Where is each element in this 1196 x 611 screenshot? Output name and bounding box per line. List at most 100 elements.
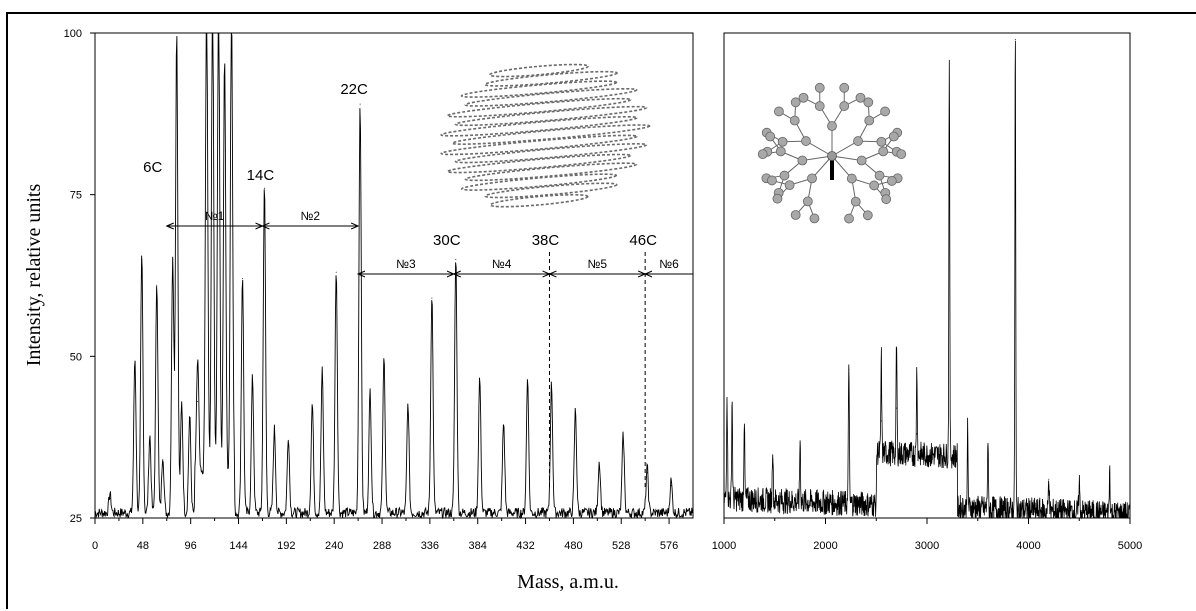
left-peak-marker — [212, 32, 214, 34]
y-tick-label: 75 — [70, 190, 82, 202]
left-peak-marker — [263, 187, 265, 189]
interval-annotations: №1 №2 №3 №4 №5 №6 6C 14C 22C 30C 38C 46C — [143, 81, 693, 490]
molecule-atom — [855, 92, 866, 103]
left-peak-marker — [321, 375, 323, 377]
left-peak-marker — [273, 433, 275, 435]
left-peak-marker — [109, 498, 111, 500]
molecule-atom — [779, 170, 790, 181]
molecule-atom — [846, 173, 857, 184]
molecule-atom — [765, 131, 776, 142]
peak-label: 14C — [247, 167, 275, 184]
peak-label: 6C — [143, 159, 162, 176]
left-peak-marker — [197, 401, 199, 403]
right-peak-marker — [743, 433, 745, 435]
x-tick-label: 192 — [277, 540, 295, 552]
spiral-strand — [489, 63, 590, 78]
molecule-atom — [876, 136, 887, 147]
molecule-atom — [767, 175, 777, 186]
right-peak-marker — [1078, 485, 1080, 487]
interval-label: №1 — [205, 209, 225, 223]
molecule-atom — [801, 136, 811, 146]
molecule-atom — [850, 196, 861, 207]
left-peak-marker — [242, 278, 244, 280]
left-peak-marker — [224, 97, 226, 99]
left-peak-marker — [670, 485, 672, 487]
x-tick-label: 576 — [660, 540, 678, 552]
left-peak-marker — [359, 103, 361, 105]
left-peak-marker — [431, 297, 433, 299]
peak-label: 46C — [629, 232, 657, 249]
branched-tree-molecule-icon — [757, 82, 907, 224]
left-spectrum-line — [94, 32, 693, 520]
left-peak-marker — [189, 420, 191, 422]
molecule-core — [827, 151, 837, 161]
left-peak-marker — [231, 45, 233, 47]
x-tick-label: 144 — [229, 540, 247, 552]
molecule-atom — [757, 149, 768, 159]
molecule-atom — [886, 176, 897, 186]
molecule-bond — [802, 155, 833, 161]
left-peak-marker — [162, 459, 164, 461]
spiral-ball-cluster-icon — [440, 63, 651, 208]
x-tick-label: 240 — [325, 540, 343, 552]
molecule-atom — [839, 101, 850, 111]
molecule-atom — [814, 82, 825, 93]
interval-label: №3 — [396, 257, 416, 271]
right-spectrum-trace — [723, 38, 1131, 520]
interval-label: №4 — [492, 257, 512, 271]
peak-label: 22C — [340, 81, 368, 98]
molecule-atom — [790, 210, 801, 220]
left-peak-marker — [134, 362, 136, 364]
molecule-atom — [807, 173, 817, 184]
molecule-atom — [789, 115, 800, 126]
right-peak-marker — [987, 446, 989, 448]
left-peak-marker — [646, 472, 648, 474]
x-tick-label: 2000 — [813, 540, 837, 552]
spiral-strand — [454, 105, 648, 127]
molecule-bond — [831, 155, 862, 161]
left-peak-marker — [206, 32, 208, 34]
right-peak-marker — [1014, 38, 1016, 40]
molecule-atom — [839, 82, 850, 93]
molecule-atom — [772, 193, 783, 204]
molecule-atom — [774, 106, 784, 117]
x-tick-label: 384 — [469, 540, 487, 552]
molecule-bond — [811, 155, 833, 179]
right-peak-marker — [967, 439, 969, 441]
molecule-atom — [784, 180, 795, 190]
x-tick-label: 3000 — [915, 540, 939, 552]
molecule-atom — [888, 131, 899, 142]
left-peak-marker — [149, 439, 151, 441]
right-peak-marker — [948, 110, 950, 112]
spiral-strand — [460, 80, 618, 98]
molecule-atom — [874, 170, 885, 181]
left-peak-marker — [251, 381, 253, 383]
molecule-atom — [777, 136, 788, 147]
right-peak-marker — [848, 368, 850, 370]
x-tick-label: 48 — [137, 540, 149, 552]
left-peak-marker — [407, 407, 409, 409]
spiral-strand — [440, 134, 638, 156]
left-peak-marker — [172, 258, 174, 260]
molecule-atom — [798, 92, 809, 103]
axis-ticks: 0 48 96 144 192 240 288 336 384 432 480 528 576 25 50 7… — [64, 28, 1143, 552]
molecule-atom — [881, 194, 892, 205]
molecule-atom — [844, 213, 854, 224]
right-peak-marker — [916, 433, 918, 435]
molecule-bond — [805, 140, 833, 157]
left-peak-marker — [622, 439, 624, 441]
molecule-bond — [831, 155, 853, 179]
left-peak-marker — [218, 32, 220, 34]
interval-label: №5 — [588, 257, 608, 271]
left-plot-frame — [94, 32, 694, 519]
molecule-atom — [802, 196, 813, 207]
molecule-atom — [863, 97, 874, 108]
molecule-atom — [869, 180, 880, 191]
molecule-atom — [853, 136, 863, 146]
left-peak-marker — [479, 381, 481, 383]
spiral-strand — [440, 115, 638, 137]
left-peak-marker — [141, 258, 143, 260]
left-peak-marker — [176, 32, 178, 34]
molecule-atom — [790, 97, 801, 108]
x-tick-label: 432 — [516, 540, 534, 552]
